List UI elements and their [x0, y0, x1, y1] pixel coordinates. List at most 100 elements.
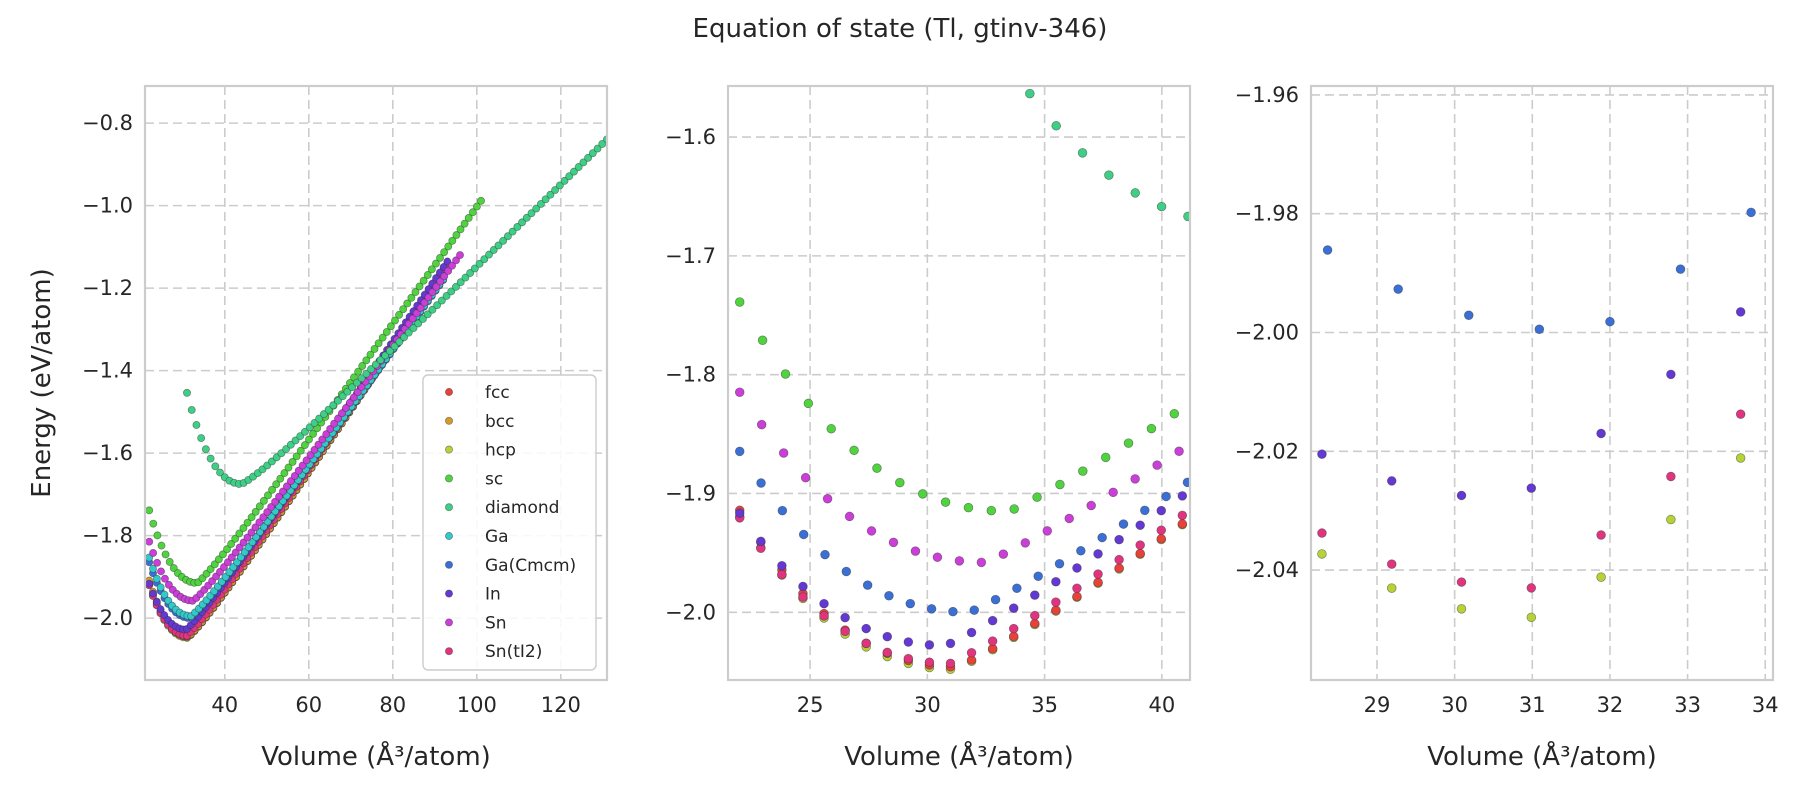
- data-point: [475, 259, 484, 268]
- data-point: [338, 392, 347, 401]
- data-point: [541, 195, 550, 204]
- data-point: [160, 590, 169, 599]
- data-point: [1161, 491, 1171, 502]
- data-point: [1317, 449, 1327, 459]
- data-point: [777, 569, 787, 580]
- data-point: [428, 288, 437, 297]
- data-point: [420, 298, 429, 307]
- series-in: [145, 257, 452, 634]
- data-point: [145, 579, 154, 588]
- data-point: [826, 424, 836, 434]
- data-point: [432, 282, 441, 291]
- data-point: [276, 474, 285, 483]
- y-tick-label: −1.9: [665, 481, 716, 505]
- data-point: [1464, 310, 1474, 321]
- data-point: [292, 452, 301, 461]
- data-point: [924, 657, 935, 667]
- data-point: [969, 605, 979, 615]
- data-point: [145, 506, 154, 515]
- data-point: [945, 638, 956, 649]
- x-axis-label: Volume (Å³/atom): [844, 740, 1074, 772]
- data-point: [149, 589, 157, 598]
- data-point: [433, 301, 442, 310]
- data-point: [300, 441, 309, 450]
- legend-marker: [445, 647, 453, 656]
- data-point: [1042, 526, 1053, 536]
- data-point: [428, 305, 437, 314]
- data-point: [1322, 245, 1333, 255]
- data-point: [259, 496, 268, 505]
- data-point: [456, 278, 465, 287]
- data-point: [895, 477, 905, 488]
- data-point: [940, 497, 951, 507]
- data-point: [329, 401, 338, 410]
- data-point: [1072, 591, 1082, 602]
- data-point: [1596, 572, 1606, 582]
- data-point: [460, 219, 469, 228]
- y-tick-label: −1.96: [1235, 83, 1299, 107]
- x-tick-label: 25: [797, 693, 824, 717]
- data-point: [1054, 558, 1065, 569]
- data-point: [1072, 563, 1082, 573]
- x-axis-label: Volume (Å³/atom): [261, 740, 491, 772]
- data-point: [247, 513, 256, 522]
- data-point: [734, 508, 745, 518]
- data-point: [386, 322, 395, 331]
- data-point: [777, 505, 788, 516]
- data-point: [286, 477, 295, 486]
- data-point: [408, 314, 417, 323]
- data-point: [280, 469, 289, 478]
- data-point: [1735, 307, 1746, 317]
- data-point: [235, 529, 244, 538]
- grid-lines: [1311, 86, 1773, 680]
- y-tick-label: −1.2: [82, 276, 133, 300]
- data-point: [798, 529, 809, 540]
- data-point: [1104, 170, 1114, 180]
- legend-label-ga-cmcm: Ga(Cmcm): [485, 556, 576, 576]
- data-point: [366, 350, 375, 359]
- legend-label-ga: Ga: [485, 527, 509, 547]
- data-point: [343, 387, 352, 396]
- data-point: [840, 626, 850, 636]
- data-point: [1093, 549, 1103, 559]
- data-point: [565, 172, 574, 181]
- data-point: [570, 167, 578, 176]
- data-point: [1675, 264, 1686, 274]
- data-point: [1226, 450, 1235, 459]
- data-point: [1220, 489, 1229, 498]
- legend-label-diamond: diamond: [485, 498, 559, 518]
- data-point: [1456, 577, 1467, 587]
- data-point: [354, 367, 363, 376]
- data-point: [593, 144, 602, 153]
- data-point: [756, 419, 767, 430]
- data-point: [820, 549, 830, 560]
- series-sc: [734, 297, 1180, 516]
- data-point: [440, 248, 449, 257]
- legend-marker: [445, 589, 453, 598]
- data-point: [183, 388, 191, 397]
- data-point: [963, 502, 974, 513]
- data-point: [382, 327, 391, 336]
- y-tick-label: −1.6: [665, 125, 716, 149]
- data-point: [400, 333, 409, 342]
- data-point: [412, 309, 421, 318]
- data-point: [1199, 477, 1208, 486]
- x-tick-label: 120: [541, 693, 581, 717]
- data-point: [1666, 514, 1676, 525]
- data-point: [1534, 324, 1545, 335]
- legend-label-sn: Sn: [485, 613, 507, 633]
- data-point: [822, 494, 833, 504]
- data-point: [777, 561, 787, 571]
- data-point: [1114, 563, 1124, 573]
- data-point: [370, 345, 379, 353]
- data-point: [423, 310, 432, 319]
- data-point: [1253, 192, 1262, 201]
- data-point: [415, 282, 424, 291]
- plot-frame: [726, 84, 1192, 682]
- data-point: [1386, 476, 1397, 486]
- data-point: [1178, 423, 1187, 432]
- plot-frame: [143, 84, 609, 682]
- data-point: [436, 253, 444, 262]
- data-point: [1605, 316, 1615, 327]
- data-point: [423, 271, 432, 279]
